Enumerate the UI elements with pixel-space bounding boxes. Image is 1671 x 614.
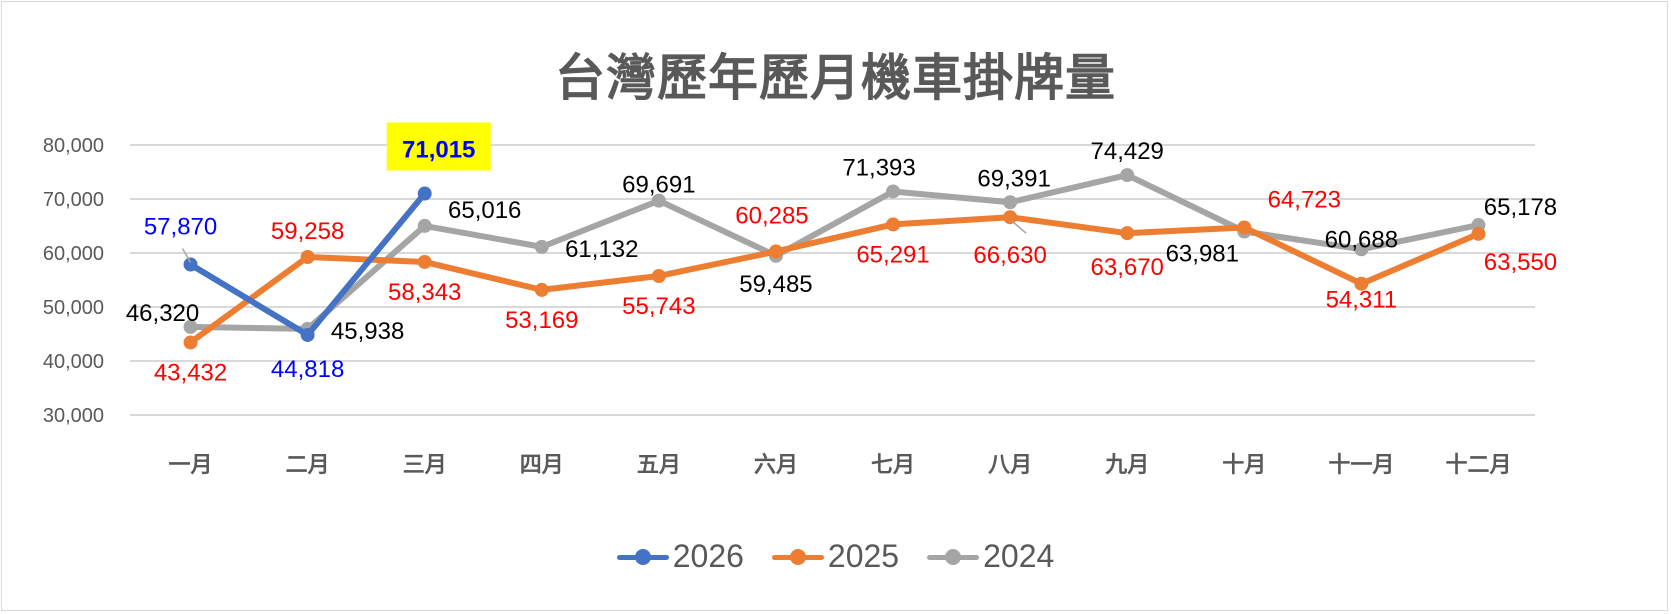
data-label: 65,291: [856, 241, 929, 268]
data-label: 65,016: [448, 197, 521, 224]
data-label-highlighted: 71,015: [402, 137, 475, 164]
y-tick-label: 30,000: [43, 405, 104, 427]
legend-label: 2026: [672, 538, 744, 574]
highlight-box: [386, 122, 491, 171]
data-point-marker: [651, 268, 666, 283]
legend: 2026 2025 2024: [0, 538, 1671, 575]
x-tick-label: 十二月: [1445, 453, 1511, 478]
data-point-marker: [1354, 242, 1369, 257]
data-label: 44,818: [271, 356, 344, 383]
legend-item-2025[interactable]: 2025: [771, 538, 900, 575]
leader-line: [181, 248, 192, 263]
data-point-marker: [886, 184, 901, 199]
data-label: 71,393: [842, 154, 915, 181]
x-tick-label: 八月: [988, 453, 1032, 478]
x-tick-label: 四月: [520, 453, 564, 478]
data-point-marker: [183, 335, 198, 350]
x-tick-label: 二月: [286, 453, 330, 478]
data-point-marker: [183, 257, 198, 272]
data-point-marker: [1120, 226, 1135, 241]
data-label: 74,429: [1091, 138, 1164, 165]
x-tick-label: 三月: [403, 453, 447, 478]
data-label: 63,670: [1091, 254, 1164, 281]
data-label: 64,723: [1268, 186, 1341, 213]
y-tick-label: 40,000: [43, 351, 104, 373]
data-label: 61,132: [565, 236, 638, 263]
data-label: 53,169: [505, 307, 578, 334]
data-point-marker: [183, 319, 198, 334]
data-labels: 57,870 44,818 71,015 43,432 59,258 58,343 53,1…: [126, 122, 1557, 386]
data-point-marker: [417, 254, 432, 269]
x-tick-label: 十月: [1222, 453, 1266, 478]
legend-item-2024[interactable]: 2024: [927, 538, 1054, 575]
series-line-2025: [187, 214, 1482, 346]
data-point-marker: [1003, 195, 1018, 210]
data-point-marker: [417, 186, 432, 201]
legend-marker-icon: [616, 547, 669, 567]
data-label: 69,691: [622, 172, 695, 199]
y-tick-label: 70,000: [43, 189, 104, 211]
x-tick-label: 九月: [1104, 453, 1149, 478]
data-point-marker: [1354, 276, 1369, 291]
legend-marker-icon: [927, 547, 980, 567]
data-point-marker: [534, 282, 549, 297]
x-tick-label: 七月: [871, 453, 915, 478]
series-group: [183, 168, 1486, 350]
data-label: 63,550: [1484, 249, 1557, 276]
y-axis: 80,000 70,000 60,000 50,000 40,000 30,000: [43, 135, 104, 427]
data-label: 55,743: [622, 293, 695, 320]
data-label: 45,938: [331, 318, 404, 345]
x-axis: 一月 二月 三月 四月 五月 六月 七月 八月 九月 十月 十一月 十二月: [169, 453, 1512, 478]
x-tick-label: 五月: [637, 453, 681, 478]
x-tick-label: 十一月: [1328, 453, 1394, 478]
data-point-marker: [1237, 220, 1252, 235]
y-tick-label: 50,000: [43, 297, 104, 319]
data-point-marker: [417, 218, 432, 233]
x-tick-label: 六月: [754, 453, 798, 478]
data-label: 59,485: [739, 271, 812, 298]
data-label: 60,285: [735, 202, 808, 229]
data-label: 60,688: [1325, 226, 1398, 253]
x-tick-label: 一月: [169, 453, 213, 478]
data-point-marker: [1003, 210, 1018, 225]
data-point-marker: [1471, 226, 1486, 241]
data-point-marker: [534, 239, 549, 254]
data-point-marker: [300, 327, 315, 342]
data-label: 63,981: [1166, 241, 1239, 268]
legend-item-2026[interactable]: 2026: [616, 538, 744, 575]
data-label: 65,178: [1484, 194, 1557, 221]
legend-label: 2025: [827, 538, 900, 574]
y-tick-label: 60,000: [43, 243, 104, 265]
data-label: 66,630: [973, 242, 1046, 269]
chart-title: 台灣歷年歷月機車掛牌量: [555, 49, 1116, 107]
data-label: 54,311: [1326, 287, 1398, 314]
data-label: 46,320: [126, 300, 199, 327]
data-label: 57,870: [144, 214, 217, 241]
data-point-marker: [1120, 168, 1135, 183]
legend-marker-icon: [771, 547, 824, 567]
data-point-marker: [886, 217, 901, 232]
data-label: 58,343: [388, 279, 461, 306]
data-point-marker: [768, 244, 783, 259]
y-tick-label: 80,000: [43, 135, 104, 157]
data-label: 43,432: [154, 359, 227, 386]
legend-label: 2024: [983, 538, 1055, 574]
data-point-marker: [300, 250, 315, 265]
leader-line: [1011, 220, 1027, 234]
data-point-marker: [651, 193, 666, 208]
data-label: 69,391: [977, 165, 1050, 192]
data-label: 59,258: [271, 218, 344, 245]
